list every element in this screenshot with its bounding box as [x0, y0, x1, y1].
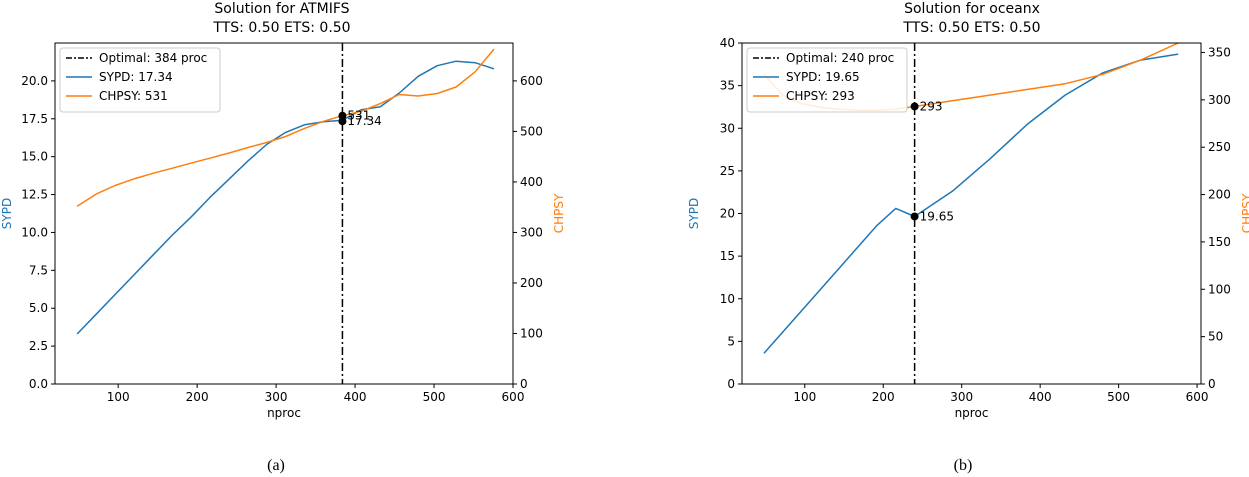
legend-entry-sypd-label: SYPD: 19.65	[786, 70, 860, 84]
y-tick-label: 20.0	[21, 74, 48, 88]
x-tick-label: 400	[344, 390, 367, 404]
y2-tick-label: 100	[520, 326, 543, 340]
y2-tick-label: 350	[1208, 45, 1231, 59]
y-tick-label: 10.0	[21, 225, 48, 239]
x-tick-label: 200	[872, 390, 895, 404]
panel-caption: (a)	[267, 457, 285, 474]
plot-frame	[54, 42, 514, 385]
y-axis-label: SYPD	[0, 198, 14, 229]
y2-tick-label: 50	[1208, 330, 1223, 344]
chpsy-optimal-marker	[338, 111, 347, 120]
sypd-annotation: 19.65	[920, 209, 954, 223]
panel-caption: (b)	[954, 457, 973, 474]
y-tick-label: 15	[720, 249, 735, 263]
x-tick-label: 300	[265, 390, 288, 404]
x-tick-label: 500	[1107, 390, 1130, 404]
legend-entry-optimal-label: Optimal: 240 proc	[786, 51, 894, 65]
chart-title: Solution for ATMIFS	[214, 1, 349, 17]
y2-tick-label: 200	[1208, 188, 1231, 202]
y2-axis-label: CHPSY	[552, 193, 566, 233]
legend-entry-chpsy-label: CHPSY: 531	[99, 89, 168, 103]
y-tick-label: 30	[720, 121, 735, 135]
legend-box	[746, 47, 908, 113]
chart-subtitle: TTS: 0.50 ETS: 0.50	[902, 20, 1040, 36]
y2-tick-label: 300	[520, 225, 543, 239]
y-tick-label: 15.0	[21, 150, 48, 164]
legend-entry-sypd-label: SYPD: 17.34	[99, 70, 173, 84]
y2-axis-label: CHPSY	[1240, 193, 1249, 233]
legend: Optimal: 240 proc SYPD: 19.65 CHPSY: 293	[746, 47, 908, 113]
x-tick-label: 100	[793, 390, 816, 404]
y2-tick-label: 600	[520, 74, 543, 88]
y2-tick-label: 200	[520, 276, 543, 290]
x-axis-label: nproc	[955, 406, 989, 420]
legend-entry-chpsy-label: CHPSY: 293	[786, 89, 855, 103]
chpsy-annotation: 293	[920, 99, 943, 113]
y2-tick-label: 150	[1208, 235, 1231, 249]
y-tick-label: 25	[720, 164, 735, 178]
y-tick-label: 17.5	[21, 112, 48, 126]
chart-panel-b: Solution for oceanx TTS: 0.50 ETS: 0.50 19…	[687, 1, 1249, 474]
legend: Optimal: 384 proc SYPD: 17.34 CHPSY: 531	[59, 47, 221, 113]
y-tick-label: 35	[720, 79, 735, 93]
y-tick-label: 7.5	[29, 263, 48, 277]
x-tick-label: 600	[1186, 390, 1209, 404]
x-tick-label: 200	[186, 390, 209, 404]
y-tick-label: 12.5	[21, 188, 48, 202]
x-tick-label: 100	[107, 390, 130, 404]
y-tick-label: 5.0	[29, 301, 48, 315]
y-tick-label: 40	[720, 36, 735, 50]
chart-title: Solution for oceanx	[904, 1, 1040, 17]
chart-panel-a: Solution for ATMIFS TTS: 0.50 ETS: 0.50 17…	[0, 1, 566, 474]
x-tick-label: 500	[423, 390, 446, 404]
y-tick-label: 20	[720, 207, 735, 221]
x-tick-label: 400	[1029, 390, 1052, 404]
x-axis-label: nproc	[267, 406, 301, 420]
series-line-sypd	[763, 53, 1179, 354]
chpsy-optimal-marker	[910, 102, 919, 111]
y2-tick-label: 500	[520, 124, 543, 138]
y2-tick-label: 100	[1208, 282, 1231, 296]
y2-tick-label: 400	[520, 175, 543, 189]
x-tick-label: 600	[502, 390, 525, 404]
sypd-annotation: 17.34	[347, 114, 381, 128]
x-tick-label: 300	[950, 390, 973, 404]
chart-subtitle: TTS: 0.50 ETS: 0.50	[212, 20, 350, 36]
y-tick-label: 2.5	[29, 339, 48, 353]
y-tick-label: 5	[727, 334, 735, 348]
y2-tick-label: 300	[1208, 93, 1231, 107]
legend-entry-optimal-label: Optimal: 384 proc	[99, 51, 207, 65]
y-tick-label: 0.0	[29, 377, 48, 391]
chpsy-annotation: 531	[347, 109, 370, 123]
series-line-sypd	[76, 60, 495, 335]
legend-box	[59, 47, 221, 113]
y2-tick-label: 0	[520, 377, 528, 391]
sypd-optimal-marker	[910, 212, 919, 221]
y-tick-label: 10	[720, 292, 735, 306]
y2-tick-label: 250	[1208, 140, 1231, 154]
series-line-chpsy	[76, 48, 495, 207]
y-axis-label: SYPD	[687, 198, 701, 229]
y-tick-label: 0	[727, 377, 735, 391]
y2-tick-label: 0	[1208, 377, 1216, 391]
